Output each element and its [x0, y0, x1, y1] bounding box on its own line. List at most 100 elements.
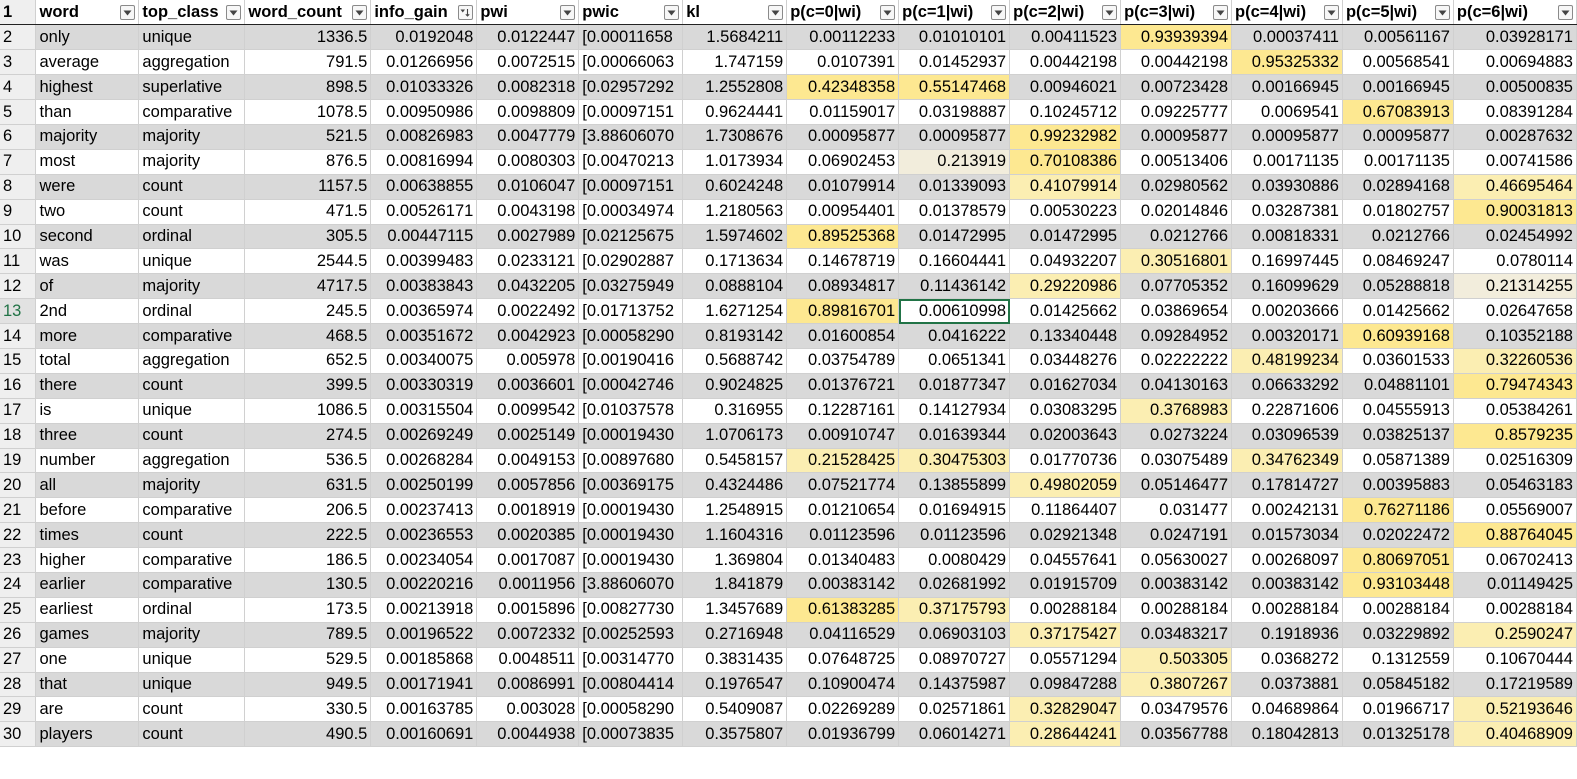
cell-word-count[interactable]: 876.5 [244, 149, 372, 175]
cell-p-c-3-wi[interactable]: 0.00442198 [1120, 49, 1233, 76]
row-number[interactable]: 4 [0, 74, 37, 101]
cell-pwic[interactable]: [3.88606070 [578, 572, 684, 598]
cell-pwic[interactable]: [0.00042746 [578, 373, 684, 399]
cell-word-count[interactable]: 789.5 [244, 622, 372, 648]
cell-p-c-4-wi[interactable]: 0.01573034 [1231, 522, 1343, 549]
cell-top-class[interactable]: ordinal [138, 224, 246, 250]
cell-p-c-2-wi[interactable]: 0.00442198 [1009, 49, 1122, 76]
cell-top-class[interactable]: majority [138, 124, 246, 150]
cell-kl[interactable]: 0.4324486 [682, 472, 788, 499]
cell-word-count[interactable]: 206.5 [244, 497, 372, 524]
cell-word-count[interactable]: 399.5 [244, 373, 372, 399]
cell-p-c-1-wi[interactable]: 0.00610998 [898, 298, 1011, 325]
cell-p-c-0-wi[interactable]: 0.89525368 [786, 224, 900, 250]
cell-pwic[interactable]: [0.00470213 [578, 149, 684, 175]
cell-info-gain[interactable]: 0.00340075 [370, 348, 478, 374]
cell-pwic[interactable]: [0.00034974 [578, 199, 684, 225]
cell-kl[interactable]: 1.0173934 [682, 149, 788, 175]
cell-pwic[interactable]: [0.00369175 [578, 472, 684, 499]
cell-word[interactable]: higher [35, 547, 140, 573]
cell-pwic[interactable]: [0.00066063 [578, 49, 684, 76]
cell-top-class[interactable]: unique [138, 24, 246, 51]
cell-top-class[interactable]: count [138, 721, 246, 748]
cell-p-c-2-wi[interactable]: 0.01627034 [1009, 373, 1122, 399]
filter-dropdown-icon[interactable] [1323, 5, 1339, 20]
cell-p-c-0-wi[interactable]: 0.07521774 [786, 472, 900, 499]
cell-info-gain[interactable]: 0.00234054 [370, 547, 478, 573]
column-header-kl[interactable]: kl [682, 0, 788, 26]
cell-pwi[interactable]: 0.0017087 [476, 547, 580, 573]
cell-pwic[interactable]: [0.02957292 [578, 74, 684, 101]
cell-p-c-1-wi[interactable]: 0.11436142 [898, 273, 1011, 300]
cell-top-class[interactable]: majority [138, 149, 246, 175]
cell-p-c-4-wi[interactable]: 0.00203666 [1231, 298, 1343, 325]
cell-word[interactable]: all [35, 472, 140, 499]
cell-pwi[interactable]: 0.0043198 [476, 199, 580, 225]
cell-p-c-2-wi[interactable]: 0.03448276 [1009, 348, 1122, 374]
cell-top-class[interactable]: comparative [138, 572, 246, 598]
column-header-p-c-6-wi[interactable]: p(c=6|wi) [1453, 0, 1577, 26]
cell-top-class[interactable]: aggregation [138, 49, 246, 76]
cell-p-c-6-wi[interactable]: 0.0780114 [1453, 248, 1577, 275]
cell-info-gain[interactable]: 0.00330319 [370, 373, 478, 399]
cell-p-c-4-wi[interactable]: 0.00095877 [1231, 124, 1343, 150]
cell-p-c-6-wi[interactable]: 0.52193646 [1453, 696, 1577, 723]
cell-p-c-2-wi[interactable]: 0.03083295 [1009, 398, 1122, 424]
cell-p-c-0-wi[interactable]: 0.61383285 [786, 597, 900, 623]
column-header-p-c-2-wi[interactable]: p(c=2|wi) [1009, 0, 1122, 26]
cell-p-c-6-wi[interactable]: 0.8579235 [1453, 423, 1577, 449]
cell-info-gain[interactable]: 0.00315504 [370, 398, 478, 424]
cell-p-c-6-wi[interactable]: 0.2590247 [1453, 622, 1577, 648]
cell-p-c-0-wi[interactable]: 0.00954401 [786, 199, 900, 225]
cell-p-c-4-wi[interactable]: 0.16099629 [1231, 273, 1343, 300]
filter-dropdown-icon[interactable] [1434, 5, 1450, 20]
cell-kl[interactable]: 1.747159 [682, 49, 788, 76]
cell-info-gain[interactable]: 0.01033326 [370, 74, 478, 101]
cell-p-c-0-wi[interactable]: 0.04116529 [786, 622, 900, 648]
cell-word-count[interactable]: 490.5 [244, 721, 372, 748]
cell-pwic[interactable]: [0.00019430 [578, 423, 684, 449]
cell-p-c-4-wi[interactable]: 0.00818331 [1231, 224, 1343, 250]
cell-p-c-3-wi[interactable]: 0.03479576 [1120, 696, 1233, 723]
cell-info-gain[interactable]: 0.00185868 [370, 647, 478, 673]
cell-pwic[interactable]: [0.00058290 [578, 696, 684, 723]
cell-kl[interactable]: 0.2716948 [682, 622, 788, 648]
cell-p-c-2-wi[interactable]: 0.13340448 [1009, 323, 1122, 349]
row-number[interactable]: 7 [0, 149, 37, 175]
cell-pwi[interactable]: 0.0072515 [476, 49, 580, 76]
cell-p-c-3-wi[interactable]: 0.03075489 [1120, 448, 1233, 474]
cell-p-c-5-wi[interactable]: 0.02894168 [1342, 174, 1454, 200]
cell-p-c-5-wi[interactable]: 0.03601533 [1342, 348, 1454, 374]
cell-word-count[interactable]: 1086.5 [244, 398, 372, 424]
cell-kl[interactable]: 0.3831435 [682, 647, 788, 673]
cell-word-count[interactable]: 330.5 [244, 696, 372, 723]
cell-p-c-6-wi[interactable]: 0.17219589 [1453, 672, 1577, 698]
cell-p-c-3-wi[interactable]: 0.09225777 [1120, 99, 1233, 125]
cell-p-c-1-wi[interactable]: 0.14375987 [898, 672, 1011, 698]
cell-p-c-5-wi[interactable]: 0.02022472 [1342, 522, 1454, 549]
cell-word[interactable]: majority [35, 124, 140, 150]
cell-p-c-0-wi[interactable]: 0.01079914 [786, 174, 900, 200]
cell-top-class[interactable]: majority [138, 622, 246, 648]
cell-word[interactable]: players [35, 721, 140, 748]
cell-pwic[interactable]: [0.00019430 [578, 497, 684, 524]
row-number[interactable]: 19 [0, 448, 37, 474]
cell-p-c-3-wi[interactable]: 0.02222222 [1120, 348, 1233, 374]
cell-pwic[interactable]: [0.00011658 [578, 24, 684, 51]
cell-word[interactable]: was [35, 248, 140, 275]
cell-kl[interactable]: 0.5409087 [682, 696, 788, 723]
cell-p-c-4-wi[interactable]: 0.18042813 [1231, 721, 1343, 748]
cell-p-c-5-wi[interactable]: 0.60939168 [1342, 323, 1454, 349]
cell-p-c-5-wi[interactable]: 0.01966717 [1342, 696, 1454, 723]
cell-p-c-6-wi[interactable]: 0.06702413 [1453, 547, 1577, 573]
cell-kl[interactable]: 0.9624441 [682, 99, 788, 125]
cell-p-c-3-wi[interactable]: 0.3807267 [1120, 672, 1233, 698]
cell-p-c-2-wi[interactable]: 0.10245712 [1009, 99, 1122, 125]
cell-word-count[interactable]: 529.5 [244, 647, 372, 673]
cell-word-count[interactable]: 652.5 [244, 348, 372, 374]
cell-p-c-6-wi[interactable]: 0.02647658 [1453, 298, 1577, 325]
row-number[interactable]: 1 [0, 0, 37, 26]
cell-pwic[interactable]: [0.00097151 [578, 99, 684, 125]
column-header-p-c-0-wi[interactable]: p(c=0|wi) [786, 0, 900, 26]
cell-p-c-0-wi[interactable]: 0.02269289 [786, 696, 900, 723]
